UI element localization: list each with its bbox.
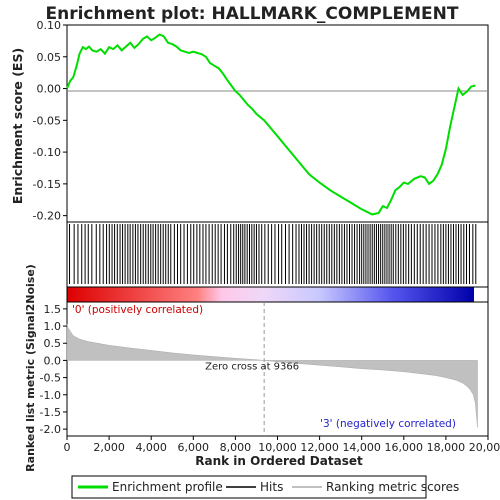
- positive-correlation-label: '0' (positively correlated): [72, 304, 203, 316]
- x-tick-label: 18,000: [427, 441, 466, 454]
- es-y-tick-label: -0.05: [33, 114, 61, 127]
- hit-markers: [69, 224, 477, 284]
- hits-panel: [66, 221, 489, 288]
- es-y-tick-label: 0.00: [37, 83, 62, 96]
- x-tick-label: 10,000: [258, 441, 297, 454]
- rank-y-ticks: 1.5 1.0 0.5 0.0 -0.5 -1.0 -1.5 -2.0: [40, 303, 67, 436]
- x-tick-label: 20,000: [469, 441, 500, 454]
- rank-y-tick-label: -2.0: [40, 423, 61, 436]
- ranking-metric-area: [66, 324, 478, 428]
- es-y-tick-label: -0.20: [33, 210, 61, 223]
- rank-y-tick-label: -1.0: [40, 389, 61, 402]
- es-y-ticks: 0.10 0.05 0.00 -0.05 -0.10 -0.15 -0.20: [33, 19, 67, 223]
- correlation-color-bar: [67, 287, 474, 302]
- chart-title: Enrichment plot: HALLMARK_COMPLEMENT: [45, 4, 458, 24]
- x-tick-label: 16,000: [385, 441, 424, 454]
- es-y-tick-label: 0.10: [37, 19, 62, 32]
- rank-panel: 1.5 1.0 0.5 0.0 -0.5 -1.0 -1.5 -2.0 '0' (positi…: [24, 264, 489, 472]
- x-axis-label: Rank in Ordered Dataset: [195, 454, 363, 468]
- es-y-tick-label: -0.15: [33, 178, 61, 191]
- x-tick-label: 14,000: [342, 441, 381, 454]
- es-y-tick-label: 0.05: [37, 51, 62, 64]
- x-tick-label: 4,000: [135, 441, 167, 454]
- x-tick-label: 2,000: [93, 441, 125, 454]
- zero-cross-label: Zero cross at 9366: [205, 361, 299, 372]
- x-axis-ticks: 0 2,000 4,000 6,000 8,000 10,000 12,000 14,000 1…: [64, 436, 500, 454]
- x-tick-label: 8,000: [220, 441, 252, 454]
- es-panel-frame: [66, 24, 489, 223]
- rank-y-tick-label: 1.5: [44, 303, 62, 316]
- rank-y-tick-label: 1.0: [44, 320, 62, 333]
- legend-label-ranking: Ranking metric scores: [326, 480, 459, 494]
- legend: Enrichment profile Hits Ranking metric s…: [71, 475, 459, 499]
- es-panel: 0.10 0.05 0.00 -0.05 -0.10 -0.15 -0.20 Enrichm…: [10, 19, 489, 223]
- enrichment-profile-line: [66, 33, 476, 216]
- rank-y-tick-label: -1.5: [40, 406, 61, 419]
- rank-y-tick-label: 0.0: [44, 354, 62, 367]
- x-tick-label: 12,000: [300, 441, 339, 454]
- rank-y-tick-label: -0.5: [40, 372, 61, 385]
- rank-y-axis-label: Ranked list metric (Signal2Noise): [24, 264, 37, 472]
- legend-label-enrichment: Enrichment profile: [112, 480, 223, 494]
- rank-y-tick-label: 0.5: [44, 337, 62, 350]
- negative-correlation-label: '3' (negatively correlated): [320, 418, 456, 430]
- x-tick-label: 6,000: [178, 441, 210, 454]
- es-y-tick-label: -0.10: [33, 146, 61, 159]
- x-tick-label: 0: [64, 441, 71, 454]
- es-y-axis-label: Enrichment score (ES): [10, 48, 25, 204]
- legend-label-hits: Hits: [260, 480, 283, 494]
